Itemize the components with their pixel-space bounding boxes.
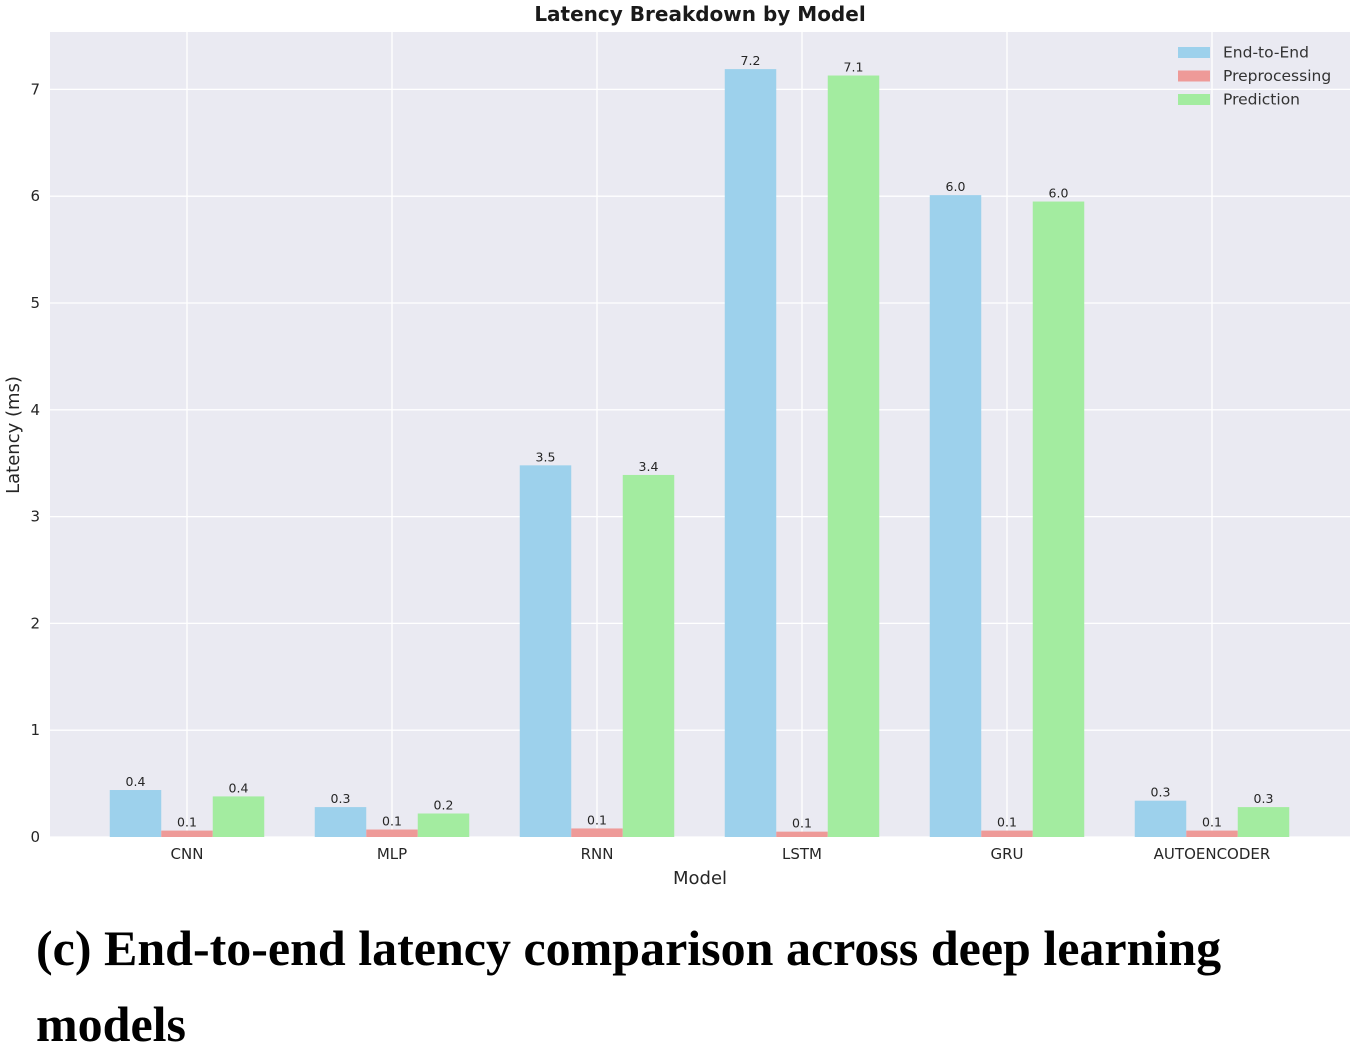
- bar-end-to-end-autoencoder: [1134, 800, 1187, 837]
- x-tick-label-gru: GRU: [990, 845, 1023, 863]
- bar-end-to-end-lstm: [724, 69, 777, 837]
- y-tick-label-0: 0: [30, 828, 40, 846]
- bar-label-prediction-rnn: 3.4: [639, 459, 659, 474]
- y-tick-label-5: 5: [30, 294, 40, 312]
- x-axis-label: Model: [673, 868, 727, 889]
- bar-label-preprocessing-mlp: 0.1: [382, 814, 402, 829]
- bar-label-prediction-mlp: 0.2: [434, 798, 454, 813]
- bar-label-preprocessing-cnn: 0.1: [177, 815, 197, 830]
- bar-preprocessing-mlp: [366, 829, 418, 837]
- bar-label-preprocessing-rnn: 0.1: [587, 812, 607, 827]
- bar-prediction-autoencoder: [1237, 807, 1290, 837]
- bar-label-end-to-end-autoencoder: 0.3: [1151, 785, 1171, 800]
- bar-labels-group: 0.4 0.3 3.5 7.2 6.0 0.3 0.1 0.1 0.1 0.1 0.1 0.1 0.4 0…: [126, 53, 1274, 831]
- y-tick-labels: 0 1 2 3 4 5 6 7: [30, 80, 40, 846]
- bar-prediction-cnn: [212, 796, 265, 837]
- bar-label-prediction-gru: 6.0: [1049, 186, 1069, 201]
- bar-label-end-to-end-lstm: 7.2: [741, 53, 761, 68]
- y-tick-label-6: 6: [30, 187, 40, 205]
- bar-label-end-to-end-gru: 6.0: [946, 179, 966, 194]
- x-tick-label-cnn: CNN: [171, 845, 204, 863]
- bar-preprocessing-gru: [981, 830, 1033, 837]
- x-tick-label-autoencoder: AUTOENCODER: [1154, 845, 1271, 863]
- bar-label-prediction-autoencoder: 0.3: [1254, 791, 1274, 806]
- bar-preprocessing-lstm: [776, 831, 828, 837]
- bar-label-prediction-cnn: 0.4: [229, 780, 249, 795]
- legend-swatch-end-to-end: [1178, 47, 1210, 58]
- bar-preprocessing-cnn: [161, 830, 213, 837]
- gridlines: [50, 32, 1350, 838]
- bar-label-end-to-end-cnn: 0.4: [126, 774, 146, 789]
- bar-end-to-end-gru: [929, 195, 982, 837]
- x-tick-labels: CNN MLP RNN LSTM GRU AUTOENCODER: [171, 845, 1271, 863]
- y-tick-label-1: 1: [30, 721, 40, 739]
- bar-preprocessing-rnn: [571, 828, 623, 837]
- legend: End-to-End Preprocessing Prediction: [1178, 44, 1331, 109]
- figure-caption: (c) End-to-end latency comparison across…: [36, 920, 1222, 1052]
- bar-label-end-to-end-rnn: 3.5: [536, 449, 556, 464]
- bar-prediction-lstm: [827, 75, 880, 838]
- x-tick-label-rnn: RNN: [581, 845, 614, 863]
- legend-label-preprocessing: Preprocessing: [1223, 67, 1331, 85]
- bars-group: [109, 69, 1290, 838]
- y-axis-label: Latency (ms): [3, 376, 24, 494]
- legend-swatch-preprocessing: [1178, 70, 1210, 82]
- bar-end-to-end-mlp: [314, 807, 367, 837]
- bar-prediction-mlp: [417, 813, 470, 837]
- bar-label-preprocessing-autoencoder: 0.1: [1202, 815, 1222, 830]
- x-tick-label-lstm: LSTM: [782, 845, 822, 863]
- bar-label-preprocessing-lstm: 0.1: [792, 816, 812, 831]
- legend-label-end-to-end: End-to-End: [1223, 44, 1309, 62]
- x-tick-label-mlp: MLP: [377, 845, 407, 863]
- chart-title: Latency Breakdown by Model: [534, 2, 865, 26]
- plot-background: [50, 32, 1350, 837]
- bar-label-prediction-lstm: 7.1: [844, 60, 864, 75]
- y-tick-label-3: 3: [30, 508, 40, 526]
- y-tick-label-2: 2: [30, 614, 40, 632]
- y-tick-label-7: 7: [30, 80, 40, 98]
- legend-label-prediction: Prediction: [1223, 91, 1300, 109]
- bar-prediction-rnn: [622, 474, 675, 837]
- bar-label-preprocessing-gru: 0.1: [997, 815, 1017, 830]
- legend-swatch-prediction: [1178, 94, 1210, 105]
- bar-prediction-gru: [1032, 201, 1085, 838]
- y-tick-label-4: 4: [30, 401, 40, 419]
- latency-bar-chart: 0.4 0.3 3.5 7.2 6.0 0.3 0.1 0.1 0.1 0.1 0.1 0.1 0.4 0…: [3, 2, 1350, 889]
- bar-end-to-end-rnn: [519, 465, 572, 837]
- bar-end-to-end-cnn: [109, 790, 162, 837]
- bar-label-end-to-end-mlp: 0.3: [331, 791, 351, 806]
- bar-preprocessing-autoencoder: [1186, 830, 1238, 837]
